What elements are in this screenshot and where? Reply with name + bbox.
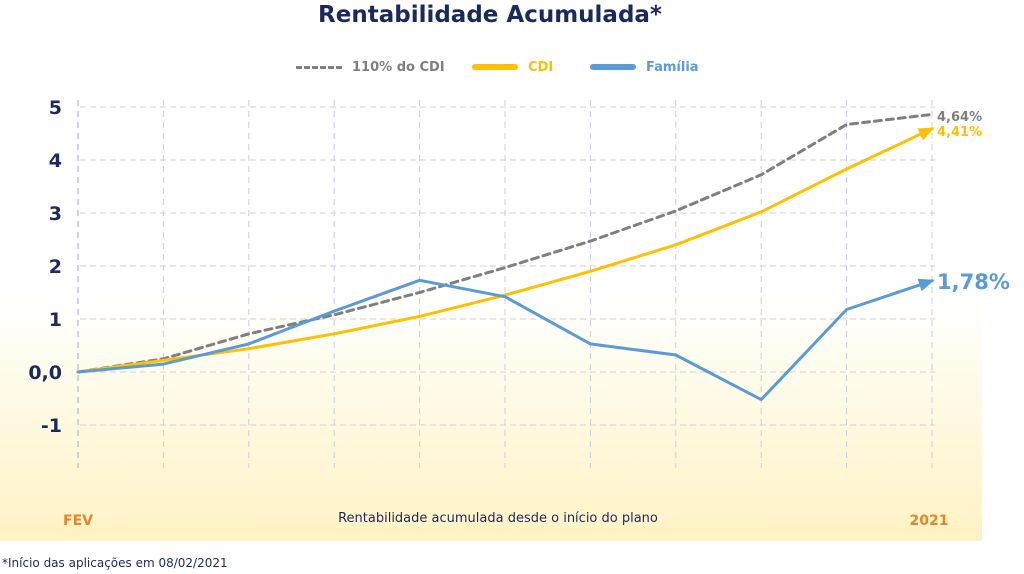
series-110cdi-line xyxy=(76,112,934,374)
end-label-110cdi: 4,64% xyxy=(937,110,982,125)
footnote: *Início das aplicações em 08/02/2021 xyxy=(2,556,228,570)
y-tick-label: 0,0 xyxy=(28,362,62,384)
y-tick-label: 2 xyxy=(49,256,62,278)
legend-label-cdi: CDI xyxy=(528,59,554,75)
y-tick-label: 5 xyxy=(49,97,62,119)
legend-label-familia: Família xyxy=(646,59,699,75)
end-label-cdi: 4,41% xyxy=(937,125,982,140)
legend: 110% do CDI CDI Família xyxy=(0,56,1000,78)
y-tick-label: 4 xyxy=(49,150,62,172)
chart-title: Rentabilidade Acumulada* xyxy=(318,2,662,28)
y-tick-label: 3 xyxy=(49,203,62,225)
series-familia-arrowhead xyxy=(917,278,935,292)
legend-label-110cdi: 110% do CDI xyxy=(352,59,445,75)
series-familia-line xyxy=(76,278,934,402)
series-cdi-arrowhead xyxy=(917,127,935,141)
legend-swatch-110cdi xyxy=(296,65,342,69)
legend-item-familia: Família xyxy=(590,56,699,78)
x-axis-caption: Rentabilidade acumulada desde o início d… xyxy=(338,511,658,526)
legend-swatch-cdi xyxy=(472,64,518,70)
y-tick-label: 1 xyxy=(49,309,62,331)
end-label-familia: 1,78% xyxy=(937,270,1010,294)
x-end-label: 2021 xyxy=(910,513,949,529)
legend-item-110cdi: 110% do CDI xyxy=(296,56,445,78)
x-start-label: FEV xyxy=(63,513,93,529)
y-tick-label: -1 xyxy=(41,415,62,437)
legend-swatch-familia xyxy=(590,64,636,70)
series-cdi-line xyxy=(76,127,934,374)
legend-item-cdi: CDI xyxy=(472,56,553,78)
